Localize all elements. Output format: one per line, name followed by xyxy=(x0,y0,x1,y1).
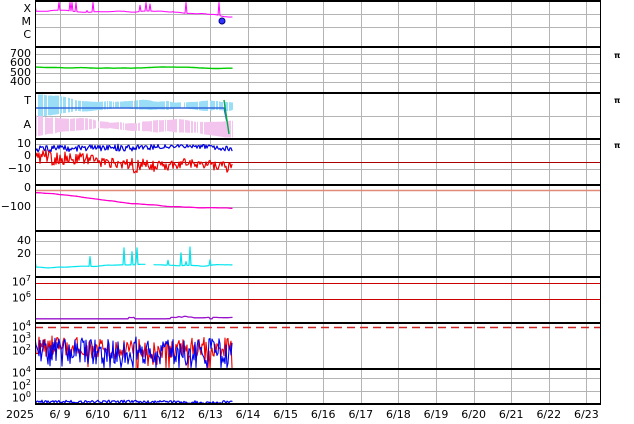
ytick-panel-dst-−100: −100 xyxy=(0,200,31,213)
ytick-panel-neutron-102: 102 xyxy=(11,378,31,393)
alpha-end-drop xyxy=(223,99,230,135)
imf-bt xyxy=(35,143,233,153)
panel-separator xyxy=(35,46,600,48)
xtick-6-10: 6/10 xyxy=(85,408,110,421)
xtick-6-15: 6/15 xyxy=(273,408,298,421)
xtick-6-11: 6/11 xyxy=(122,408,148,421)
panel-separator-top xyxy=(35,0,600,2)
panel-content xyxy=(35,326,600,368)
xtick-year: 2025 xyxy=(6,408,34,421)
panel-kp xyxy=(35,241,600,269)
panel-content xyxy=(35,66,233,70)
imf-bz xyxy=(35,148,233,174)
ytick-panel-proton-flux-102: 102 xyxy=(11,343,31,358)
panel-group-label-t: T xyxy=(24,94,31,107)
axis-frame xyxy=(35,0,601,405)
panel-dst xyxy=(35,189,600,209)
solar-wind-speed xyxy=(35,66,233,70)
ytick-panel-proton-speed-600: 600 xyxy=(10,56,31,69)
ytick-panel-electron-flux-106: 106 xyxy=(11,290,31,305)
right-label-panel-2: π xyxy=(614,51,621,60)
right-label-panel-3: π xyxy=(614,96,621,105)
xtick-6-19: 6/19 xyxy=(423,408,449,421)
panel-content xyxy=(35,189,600,209)
xtick-6-23: 6/23 xyxy=(574,408,599,421)
proton-flux-blue xyxy=(35,336,233,368)
panel-group-label-c: C xyxy=(23,28,31,41)
panel-ta-density xyxy=(35,94,600,138)
panel-separator xyxy=(35,230,600,232)
panel-proton-speed xyxy=(35,54,600,83)
xtick-6-22: 6/22 xyxy=(536,408,562,421)
ytick-panel-bz-bt-−10: −10 xyxy=(7,162,31,175)
xtick-6-12: 6/12 xyxy=(160,408,186,421)
xtick-6-20: 6/20 xyxy=(461,408,486,421)
xtick-6-17: 6/17 xyxy=(348,408,374,421)
panel-separator xyxy=(35,92,600,94)
ytick-panel-bz-bt-10: 10 xyxy=(17,137,31,150)
ytick-panel-proton-speed-400: 400 xyxy=(10,75,31,88)
panel-xmc xyxy=(35,2,600,28)
ytick-panel-kp-20: 20 xyxy=(17,247,31,260)
ytick-panel-neutron-100: 100 xyxy=(11,390,31,405)
ytick-panel-kp-40: 40 xyxy=(17,234,31,247)
panel-group-label-x: X xyxy=(23,2,31,15)
xtick-6-16: 6/16 xyxy=(310,408,336,421)
panel-content xyxy=(35,283,600,320)
panel-electron-flux xyxy=(35,283,600,320)
ytick-panel-dst-0: 0 xyxy=(24,181,31,194)
ytick-panel-proton-speed-700: 700 xyxy=(10,47,31,60)
ytick-panel-electron-flux-107: 107 xyxy=(11,274,31,289)
xtick-6-21: 6/21 xyxy=(498,408,524,421)
panel-separator xyxy=(35,184,600,186)
panel-group-label-a: A xyxy=(23,118,31,131)
panel-content xyxy=(35,2,233,25)
panel-content xyxy=(35,246,233,269)
dst-index xyxy=(35,192,233,209)
panel-bz-bt xyxy=(35,143,600,174)
ytick-panel-proton-flux-104: 104 xyxy=(11,319,31,334)
panel-separator xyxy=(35,276,600,278)
ytick-panel-proton-flux-103: 103 xyxy=(11,331,31,346)
goes-xray-flux xyxy=(35,2,233,18)
panel-content xyxy=(35,94,233,138)
panel-separators xyxy=(35,0,600,405)
right-label-panel-5: π xyxy=(614,141,621,150)
panel-separator xyxy=(35,322,600,324)
xtick-6--9: 6/ 9 xyxy=(49,408,71,421)
panel-separator xyxy=(35,368,600,370)
ytick-panel-neutron-104: 104 xyxy=(11,365,31,380)
xtick-6-18: 6/18 xyxy=(386,408,411,421)
panel-group-label-m: M xyxy=(21,15,32,28)
ytick-panel-bz-bt-0: 0 xyxy=(24,149,31,162)
panel-proton-flux xyxy=(35,326,600,368)
panels xyxy=(35,2,600,405)
panel-separator xyxy=(35,138,600,140)
ytick-panel-proton-speed-500: 500 xyxy=(10,66,31,79)
panel-content xyxy=(35,143,600,174)
electron-flux xyxy=(35,315,233,320)
xtick-6-14: 6/14 xyxy=(235,408,261,421)
alpha-band xyxy=(35,115,233,138)
axis-bottom xyxy=(35,403,600,405)
flare-marker xyxy=(218,17,226,25)
xtick-6-13: 6/13 xyxy=(198,408,223,421)
ap-index xyxy=(35,246,233,269)
